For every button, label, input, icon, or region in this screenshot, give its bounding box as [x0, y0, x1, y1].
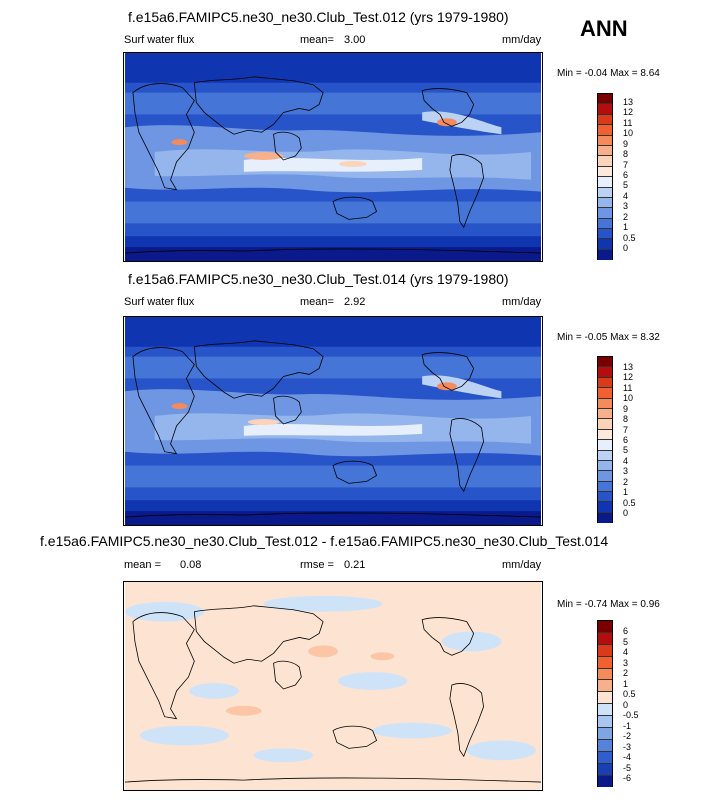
panel3-colorbar-tick: -6	[623, 773, 632, 783]
panel2-colorbar-tick: 1	[623, 487, 629, 497]
panel2-variable-label: Surf water flux	[124, 296, 195, 308]
panel2-colorbar-tick: 3	[623, 466, 629, 476]
panel1-mean-value: 3.00	[344, 34, 366, 46]
panel3-mean-value: 0.08	[180, 559, 202, 571]
panel2-colorbar-tick: 8	[623, 414, 629, 424]
panel3-colorbar-tick: 4	[623, 647, 629, 657]
panel1-colorbar-tick: 8	[623, 149, 629, 159]
panel2-title: f.e15a6.FAMIPC5.ne30_ne30.Club_Test.014 …	[128, 271, 509, 287]
panel1-colorbar-tick: 6	[623, 170, 629, 180]
panel3-colorbar-tick: -3	[623, 742, 632, 752]
panel3-rmse-label: rmse =	[300, 559, 334, 571]
panel1-colorbar-tick: 5	[623, 180, 629, 190]
panel2-colorbar-tick: 12	[623, 372, 634, 382]
panel2-mean-label: mean=	[300, 296, 334, 308]
panel3-colorbar-tick: -2	[623, 731, 632, 741]
panel2-colorbar-tick: 0.5	[623, 498, 636, 508]
panel3-colorbar-tick: -0.5	[623, 710, 639, 720]
panel1-colorbar-tick: 12	[623, 107, 634, 117]
panel3-colorbar-tick: 5	[623, 637, 629, 647]
panel2-colorbar	[597, 356, 613, 524]
panel2-colorbar-tick: 7	[623, 425, 629, 435]
panel3-colorbar-tick: 2	[623, 668, 629, 678]
panel1-minmax: Min = -0.04 Max = 8.64	[557, 68, 660, 79]
panel3-colorbar	[597, 620, 613, 788]
panel2-colorbar-tick: 2	[623, 477, 629, 487]
panel1-colorbar-tick: 3	[623, 201, 629, 211]
panel1-colorbar	[597, 93, 613, 261]
season-label: ANN	[580, 16, 628, 41]
panel1-colorbar-tick: 0	[623, 243, 629, 253]
panel1-colorbar-tick: 9	[623, 139, 629, 149]
panel3-colorbar-tick: -5	[623, 763, 632, 773]
panel3-colorbar-tick: 6	[623, 626, 629, 636]
panel1-colorbar-tick: 10	[623, 128, 634, 138]
panel1-map	[123, 52, 543, 262]
panel3-units: mm/day	[502, 559, 542, 571]
panel1-colorbar-tick: 0.5	[623, 233, 636, 243]
panel1-mean-label: mean=	[300, 34, 334, 46]
panel1-colorbar-tick: 2	[623, 212, 629, 222]
panel3-colorbar-tick: 1	[623, 679, 629, 689]
panel1-variable-label: Surf water flux	[124, 34, 195, 46]
panel1-title: f.e15a6.FAMIPC5.ne30_ne30.Club_Test.012 …	[128, 9, 509, 25]
panel3-rmse-value: 0.21	[344, 559, 366, 571]
panel1-units: mm/day	[502, 34, 542, 46]
panel2-units: mm/day	[502, 296, 542, 308]
panel3-title: f.e15a6.FAMIPC5.ne30_ne30.Club_Test.012 …	[40, 533, 609, 549]
panel2-colorbar-tick: 5	[623, 445, 629, 455]
panel2-colorbar-tick: 4	[623, 456, 629, 466]
panel3-colorbar-tick: 0	[623, 700, 629, 710]
panel2-colorbar-tick: 13	[623, 362, 634, 372]
panel2-colorbar-tick: 10	[623, 393, 634, 403]
panel1-colorbar-tick: 4	[623, 191, 629, 201]
panel2-map	[123, 316, 543, 526]
panel3-map	[123, 581, 543, 791]
panel3-minmax: Min = -0.74 Max = 0.96	[557, 599, 660, 610]
panel2-mean-value: 2.92	[344, 296, 366, 308]
panel2-minmax: Min = -0.05 Max = 8.32	[557, 332, 660, 343]
panel1-colorbar-tick: 11	[623, 118, 633, 128]
panel3-mean-label: mean =	[124, 559, 161, 571]
panel1-colorbar-tick: 13	[623, 97, 634, 107]
panel3-colorbar-tick: 0.5	[623, 689, 636, 699]
panel3-colorbar-tick: -1	[623, 721, 632, 731]
panel3-colorbar-tick: 3	[623, 658, 629, 668]
panel2-colorbar-tick: 6	[623, 435, 629, 445]
panel3-colorbar-tick: -4	[623, 752, 632, 762]
panel2-colorbar-tick: 9	[623, 404, 629, 414]
panel1-colorbar-tick: 7	[623, 160, 629, 170]
panel1-colorbar-tick: 1	[623, 222, 629, 232]
panel2-colorbar-tick: 0	[623, 508, 629, 518]
panel2-colorbar-tick: 11	[623, 383, 633, 393]
